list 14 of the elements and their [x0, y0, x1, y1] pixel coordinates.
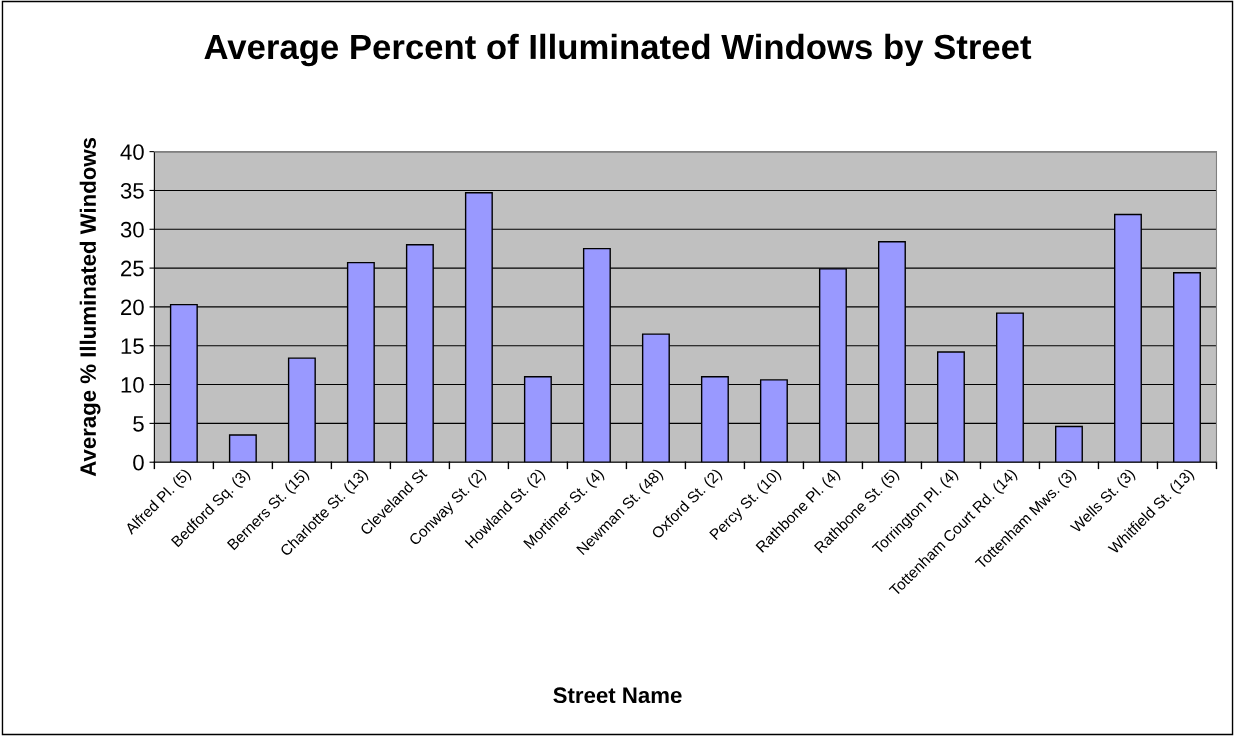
y-tick-label: 0 — [133, 454, 144, 471]
y-tick-label: 10 — [121, 377, 144, 393]
bar — [228, 434, 257, 463]
y-tick-label: 5 — [133, 416, 144, 432]
bar — [1054, 425, 1083, 463]
y-tick-label: 20 — [121, 299, 144, 316]
y-tick-label: 30 — [120, 221, 144, 238]
y-axis-title: Average % Illuminated Windows — [79, 137, 101, 477]
x-axis-title: Street Name — [553, 687, 682, 704]
y-tick-label: 40 — [120, 144, 144, 160]
chart-title: Average Percent of Illuminated Windows by Street — [204, 33, 1032, 67]
y-tick-label: 15 — [121, 338, 144, 355]
y-tick-label: 25 — [121, 260, 144, 277]
y-tick-label: 35 — [120, 182, 144, 199]
